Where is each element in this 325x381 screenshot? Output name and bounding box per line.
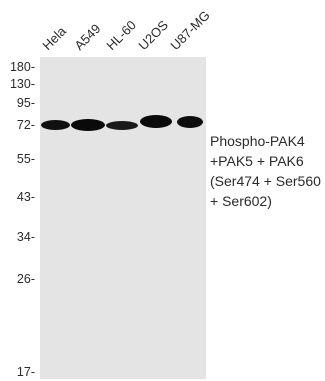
- mw-marker-43: 43-: [16, 190, 35, 204]
- band-hela: [41, 120, 70, 130]
- mw-marker-130: 130-: [9, 77, 35, 91]
- lane-label-a549: A549: [71, 20, 104, 53]
- target-line-2: +PAK5 + PAK6: [210, 153, 304, 169]
- band-hl60: [106, 121, 138, 130]
- target-line-4: + Ser602): [210, 193, 272, 209]
- lane-label-hl60: HL-60: [103, 17, 140, 53]
- lane-label-u87mg: U87-MG: [167, 7, 213, 54]
- target-protein-label: Phospho-PAK4 +PAK5 + PAK6 (Ser474 + Ser5…: [210, 131, 321, 211]
- blot-membrane: [40, 57, 206, 379]
- mw-marker-34: 34-: [16, 230, 35, 244]
- mw-marker-180: 180-: [9, 60, 35, 74]
- mw-marker-26: 26-: [16, 272, 35, 286]
- mw-marker-17: 17-: [16, 365, 35, 379]
- target-line-1: Phospho-PAK4: [210, 133, 305, 149]
- band-u87mg: [177, 116, 203, 128]
- mw-marker-95: 95-: [16, 96, 35, 110]
- band-u2os: [140, 115, 172, 128]
- mw-marker-72: 72-: [16, 118, 35, 132]
- target-line-3: (Ser474 + Ser560: [210, 173, 321, 189]
- lane-label-hela: Hela: [39, 23, 69, 53]
- band-a549: [71, 119, 105, 131]
- mw-marker-55: 55-: [16, 152, 35, 166]
- lane-label-u2os: U2OS: [135, 17, 172, 53]
